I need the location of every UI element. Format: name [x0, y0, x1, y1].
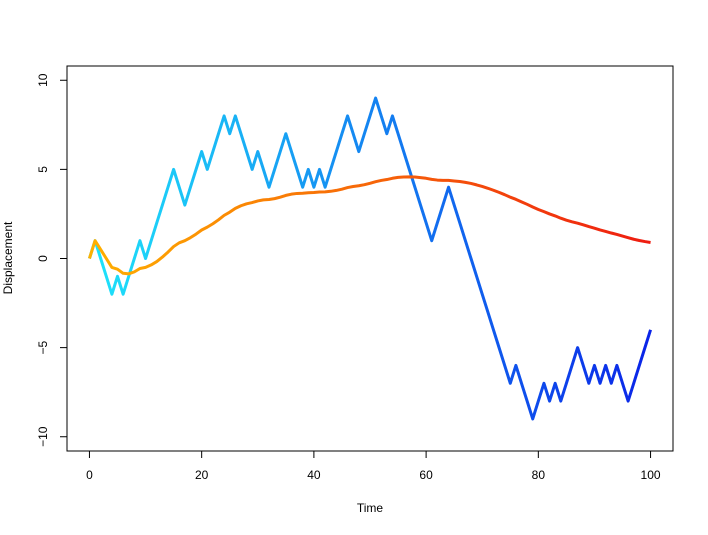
- x-tick-label: 80: [532, 468, 546, 482]
- plot-box: [66, 65, 674, 452]
- y-axis-label: Displacement: [1, 221, 15, 294]
- y-tick-label: 0: [36, 255, 50, 262]
- x-tick-label: 20: [195, 468, 209, 482]
- y-tick-label: 10: [36, 73, 50, 87]
- x-tick-label: 40: [307, 468, 321, 482]
- data-line: [88, 175, 651, 276]
- x-axis-label: Time: [357, 501, 384, 515]
- x-tick-label: 60: [419, 468, 433, 482]
- y-tick-label: −5: [36, 340, 50, 354]
- y-tick-label: 5: [36, 166, 50, 173]
- x-tick-label: 0: [86, 468, 93, 482]
- y-tick-label: −10: [36, 426, 50, 447]
- x-tick-label: 100: [641, 468, 661, 482]
- data-line: [88, 96, 652, 421]
